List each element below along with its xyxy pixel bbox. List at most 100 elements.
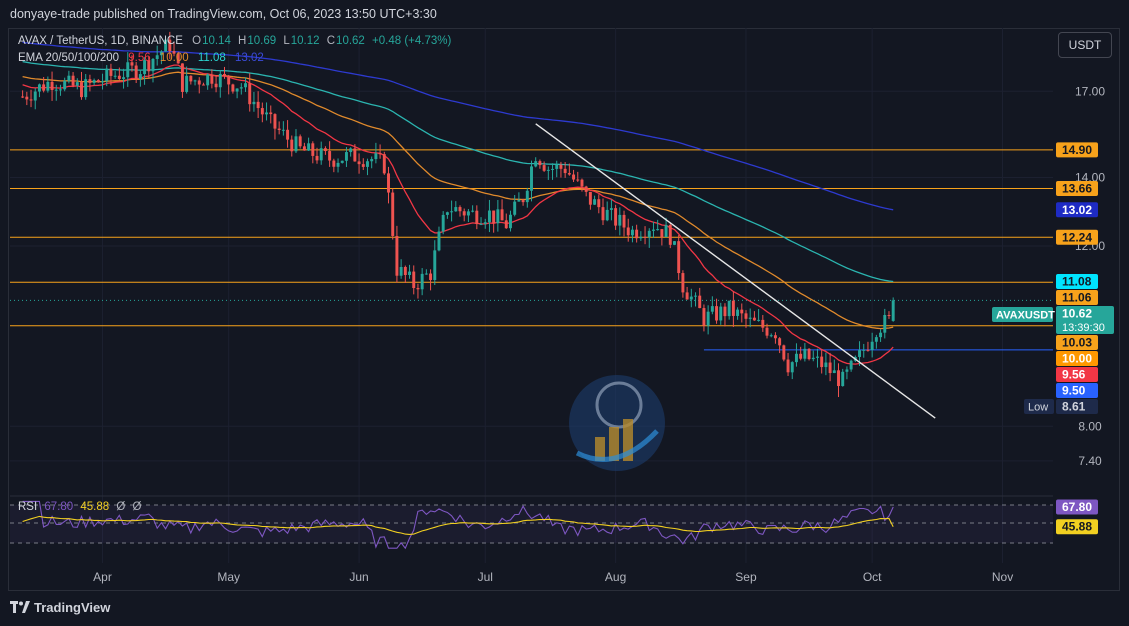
candle-body bbox=[719, 306, 723, 321]
candle-body bbox=[424, 273, 428, 275]
watermark-swoosh bbox=[575, 429, 659, 462]
candle-body bbox=[450, 211, 454, 213]
candle-body bbox=[210, 74, 214, 84]
candle-body bbox=[201, 84, 205, 86]
candle-body bbox=[816, 356, 819, 358]
candle-body bbox=[576, 179, 580, 181]
candle-body bbox=[870, 341, 874, 350]
ema100-value: 11.08 bbox=[197, 52, 226, 64]
trendline[interactable] bbox=[535, 123, 936, 419]
time-axis[interactable]: Apr May Jun Jul Aug Sep Oct Nov bbox=[93, 570, 1013, 584]
candle-body bbox=[193, 80, 197, 82]
candle-body bbox=[235, 88, 239, 92]
downtrend-line[interactable] bbox=[535, 123, 936, 419]
candle-body bbox=[803, 348, 807, 359]
candle-body bbox=[609, 208, 613, 210]
price-tick-label: 7.40 bbox=[1078, 454, 1102, 468]
candle-body bbox=[420, 273, 424, 290]
candle-body bbox=[563, 168, 567, 174]
candle-body bbox=[668, 225, 672, 245]
rsi-label: RSI bbox=[18, 501, 38, 513]
candle-body bbox=[244, 83, 247, 88]
time-tick-label: Jul bbox=[478, 570, 493, 584]
candle-body bbox=[353, 148, 357, 162]
price-tick-label: 8.00 bbox=[1078, 419, 1102, 433]
c-label: C bbox=[326, 35, 336, 47]
candle-body bbox=[517, 200, 521, 202]
candle-body bbox=[740, 309, 744, 314]
publisher-bar: donyaye-trade published on TradingView.c… bbox=[0, 0, 1129, 28]
change-value: +0.48 (+4.73%) bbox=[372, 35, 452, 47]
candle-body bbox=[475, 210, 479, 225]
candle-body bbox=[858, 350, 862, 357]
rsi-pane bbox=[10, 495, 1053, 550]
rsi-ma-line bbox=[22, 515, 894, 535]
candle-body bbox=[88, 79, 92, 83]
candle-body bbox=[572, 174, 576, 180]
candle-body bbox=[408, 271, 412, 276]
ema100-line bbox=[22, 60, 894, 283]
candle-body bbox=[197, 80, 201, 85]
candle-body bbox=[357, 161, 361, 165]
candle-body bbox=[601, 207, 605, 221]
candle-body bbox=[374, 153, 378, 160]
price-axis[interactable]: 17.0014.0012.008.007.4014.9013.6613.0212… bbox=[992, 84, 1114, 535]
candle-body bbox=[63, 80, 67, 90]
price-tag-level[interactable] bbox=[1056, 142, 1098, 158]
candle-body bbox=[471, 210, 475, 212]
candle-body bbox=[214, 83, 218, 88]
candle-body bbox=[151, 58, 155, 72]
price-tag-ema200[interactable] bbox=[1056, 202, 1098, 218]
price-tag-last[interactable] bbox=[1056, 306, 1114, 335]
price-tag-ema50[interactable] bbox=[1056, 351, 1098, 367]
candle-body bbox=[143, 60, 147, 75]
candle-body bbox=[677, 241, 681, 274]
candle-body bbox=[454, 207, 458, 212]
candle-body bbox=[25, 96, 29, 100]
candle-body bbox=[277, 128, 281, 130]
rsi-extra-2: Ø bbox=[132, 501, 142, 513]
candle-body bbox=[311, 143, 315, 156]
candle-body bbox=[828, 362, 832, 374]
candle-body bbox=[748, 317, 752, 319]
candle-body bbox=[101, 81, 104, 83]
candle-body bbox=[71, 75, 75, 86]
symbol-legend: AVAX / TetherUS, 1D, BINANCE O10.14 H10.… bbox=[18, 35, 451, 47]
price-tag-ema100[interactable] bbox=[1056, 274, 1098, 290]
candle-body bbox=[130, 62, 134, 66]
candle-body bbox=[117, 75, 121, 79]
price-tag-level[interactable] bbox=[1056, 335, 1098, 351]
grid bbox=[10, 28, 1053, 563]
price-tag-low[interactable] bbox=[1056, 399, 1098, 415]
candle-body bbox=[319, 148, 323, 161]
time-tick-label: May bbox=[217, 570, 240, 584]
price-tag-level[interactable] bbox=[1056, 180, 1098, 196]
candle-body bbox=[328, 151, 332, 161]
currency-button[interactable]: USDT bbox=[1058, 32, 1112, 58]
candle-body bbox=[647, 230, 651, 238]
candle-body bbox=[37, 84, 41, 92]
candle-body bbox=[445, 212, 449, 215]
candle-body bbox=[159, 51, 163, 56]
candle-body bbox=[656, 229, 660, 231]
price-tag-support[interactable] bbox=[1056, 383, 1098, 399]
candle-body bbox=[265, 112, 269, 115]
price-tag-level[interactable] bbox=[1056, 229, 1098, 245]
candle-body bbox=[54, 89, 58, 91]
candle-body bbox=[622, 214, 626, 228]
candle-body bbox=[706, 311, 710, 326]
candle-body bbox=[710, 306, 714, 312]
candle-body bbox=[651, 229, 655, 231]
candle-body bbox=[542, 165, 546, 171]
footer-bar: TradingView bbox=[0, 596, 1129, 626]
price-tick-label: 17.00 bbox=[1075, 84, 1105, 98]
price-tag-level[interactable] bbox=[1056, 290, 1098, 306]
price-tag-ema20[interactable] bbox=[1056, 367, 1098, 383]
candle-body bbox=[614, 208, 618, 226]
candle-body bbox=[811, 357, 815, 360]
candle-body bbox=[664, 225, 668, 238]
candle-body bbox=[761, 319, 765, 328]
candle-body bbox=[508, 214, 512, 229]
candle-body bbox=[134, 65, 138, 80]
